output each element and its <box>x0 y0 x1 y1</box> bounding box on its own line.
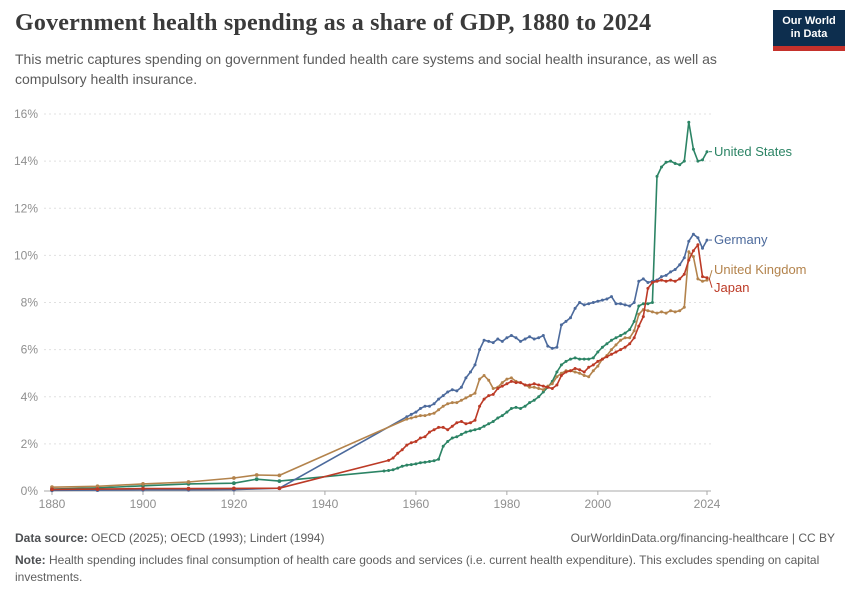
x-tick-label: 1960 <box>403 497 430 511</box>
note-text: Health spending includes final consumpti… <box>15 553 820 585</box>
x-tick-label: 1980 <box>494 497 521 511</box>
x-tick-label: 1920 <box>221 497 248 511</box>
note-line: Note: Health spending includes final con… <box>15 552 827 587</box>
series-line-japan[interactable] <box>51 244 708 491</box>
series-line-united-kingdom[interactable] <box>51 251 708 489</box>
series-label-germany[interactable]: Germany <box>714 232 768 248</box>
data-source-line: Data source: OECD (2025); OECD (1993); L… <box>15 531 324 545</box>
data-source-label: Data source: <box>15 531 88 545</box>
series-label-united-kingdom[interactable]: United Kingdom <box>714 262 807 278</box>
x-tick-label: 1880 <box>39 497 66 511</box>
label-connector-japan <box>708 277 713 288</box>
owid-logo-line1: Our World <box>782 15 836 27</box>
y-tick-label: 4% <box>21 390 39 404</box>
note-label: Note: <box>15 553 46 567</box>
owid-logo-line2: in Data <box>790 28 828 40</box>
y-tick-label: 2% <box>21 437 39 451</box>
y-tick-label: 8% <box>21 296 39 310</box>
y-tick-label: 10% <box>14 248 38 262</box>
y-tick-label: 16% <box>14 107 38 121</box>
citation-link[interactable]: OurWorldinData.org/financing-healthcare … <box>570 531 835 545</box>
data-source-text: OECD (2025); OECD (1993); Lindert (1994) <box>87 531 325 545</box>
series-label-united-states[interactable]: United States <box>714 143 793 159</box>
y-tick-label: 12% <box>14 201 38 215</box>
x-tick-label: 1900 <box>130 497 157 511</box>
chart-subtitle: This metric captures spending on governm… <box>15 51 717 87</box>
y-tick-label: 0% <box>21 484 39 498</box>
x-tick-label: 2000 <box>584 497 611 511</box>
x-tick-label: 1940 <box>312 497 339 511</box>
series-line-united-states[interactable] <box>51 121 708 490</box>
y-tick-label: 6% <box>21 343 39 357</box>
line-chart[interactable]: 0% 2% 4% 6% 8% 10% 12% 14% 16% 1880 1900 1920 1940 19… <box>0 0 850 525</box>
series-label-japan[interactable]: Japan <box>714 279 750 295</box>
series-line-germany[interactable] <box>51 233 708 492</box>
x-tick-label: 2024 <box>694 497 721 511</box>
y-tick-label: 14% <box>14 154 38 168</box>
page-title: Government health spending as a share of… <box>15 10 652 36</box>
owid-logo: Our World in Data <box>773 10 845 51</box>
